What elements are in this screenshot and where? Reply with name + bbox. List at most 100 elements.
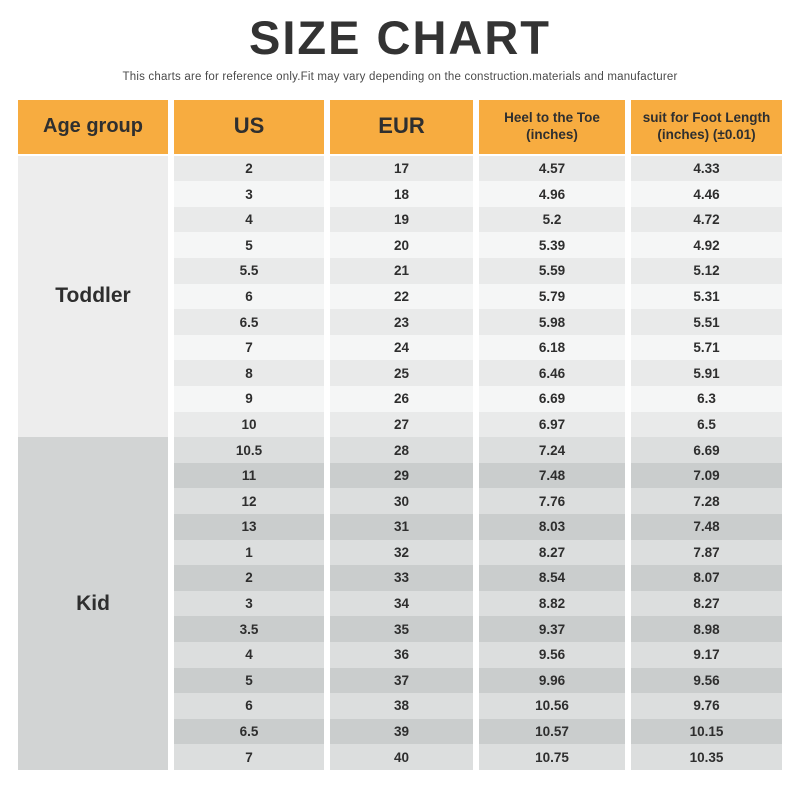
table-cell: 9.76 (693, 698, 720, 714)
table-cell: 8.82 (538, 596, 566, 612)
table-cell: 8.27 (538, 544, 566, 560)
table-cell: 5.59 (538, 263, 566, 279)
age-group-cell-kid: Kid (18, 437, 168, 770)
table-cell: 12 (241, 493, 257, 509)
table-cell: 36 (393, 647, 410, 663)
table-cell: 33 (393, 570, 410, 586)
table-cell: 8.98 (693, 621, 720, 637)
table-cell: 6.69 (693, 442, 720, 458)
table-cell: 7.09 (693, 468, 720, 484)
age-group-cell-toddler: Toddler (18, 155, 168, 438)
table-cell: 2 (245, 570, 253, 586)
table-cell: 9 (245, 391, 253, 407)
column-header-foot-length: suit for Foot Length (inches) (±0.01) (631, 99, 782, 156)
size-table-body: Toddler 2 17 4.57 4.33 3 18 4.96 4.46 4 19 5.2 4.72 5… (18, 155, 782, 770)
table-cell: 35 (393, 621, 410, 637)
table-cell: 6.5 (239, 724, 259, 740)
table-cell: 9.56 (538, 647, 566, 663)
table-cell: 4.72 (693, 212, 720, 228)
table-cell: 29 (393, 468, 410, 484)
table-cell: 6 (245, 698, 253, 714)
table-cell: 10.56 (535, 698, 569, 714)
column-header-age-group: Age group (18, 99, 168, 156)
table-cell: 3 (245, 596, 253, 612)
table-cell: 6.69 (538, 391, 566, 407)
table-cell: 8 (245, 365, 253, 381)
table-cell: 37 (393, 672, 410, 688)
table-cell: 8.27 (693, 596, 720, 612)
table-cell: 6.97 (538, 416, 566, 432)
table-cell: 3.5 (239, 621, 259, 637)
table-cell: 10.57 (535, 724, 569, 740)
table-cell: 5.5 (239, 263, 259, 279)
table-cell: 10.5 (235, 442, 263, 458)
table-cell: 9.37 (538, 621, 566, 637)
table-cell: 4.57 (538, 160, 566, 176)
table-cell: 25 (393, 365, 410, 381)
column-header-us: US (174, 99, 324, 156)
table-cell: 11 (241, 468, 257, 484)
table-cell: 6.5 (697, 416, 716, 432)
header-label: Age group (43, 115, 143, 138)
table-cell: 1 (245, 544, 253, 560)
table-cell: 7.28 (693, 493, 720, 509)
table-cell: 5.98 (538, 314, 566, 330)
table-cell: 23 (393, 314, 410, 330)
table-cell: 5.2 (542, 212, 562, 228)
page-title: SIZE CHART (249, 11, 551, 64)
table-cell: 5 (245, 237, 253, 253)
table-cell: 38 (393, 698, 410, 714)
table-cell: 5.12 (693, 263, 720, 279)
table-cell: 31 (393, 519, 410, 535)
table-cell: 7.48 (693, 519, 720, 535)
table-cell: 22 (393, 288, 410, 304)
table-cell: 17 (393, 160, 410, 176)
table-cell: 2 (245, 160, 253, 176)
table-cell: 3 (245, 186, 253, 202)
table-cell: 4.92 (693, 237, 720, 253)
table-cell: 28 (393, 442, 410, 458)
table-cell: 13 (241, 519, 257, 535)
header-label: US (233, 113, 265, 139)
table-cell: 8.54 (538, 570, 566, 586)
table-cell: 8.07 (693, 570, 720, 586)
table-cell: 40 (393, 749, 410, 765)
table-cell: 5.31 (693, 288, 720, 304)
table-cell: 4.46 (693, 186, 720, 202)
table-cell: 7 (245, 749, 253, 765)
size-table: Age group US EUR Heel to the Toe (inches… (12, 99, 788, 770)
table-cell: 5.79 (538, 288, 566, 304)
table-row: Toddler 2 17 4.57 4.33 (18, 155, 782, 438)
table-cell: 5.71 (693, 340, 720, 356)
table-cell: 26 (393, 391, 410, 407)
table-cell: 5.91 (693, 365, 720, 381)
table-cell: 7.48 (538, 468, 566, 484)
page-subtitle: This charts are for reference only.Fit m… (122, 70, 678, 83)
table-cell: 9.56 (693, 672, 720, 688)
header-label: suit for Foot Length (642, 110, 771, 126)
table-cell: 30 (393, 493, 410, 509)
table-cell: 10.35 (689, 749, 724, 765)
table-cell: 4 (245, 212, 253, 228)
table-cell: 18 (393, 186, 410, 202)
table-cell: 6.3 (697, 391, 716, 407)
table-cell: 9.17 (693, 647, 720, 663)
table-cell: 6.18 (538, 340, 566, 356)
table-cell: 7.87 (693, 544, 720, 560)
table-cell: 7.24 (538, 442, 566, 458)
size-chart: Age group US EUR Heel to the Toe (inches… (12, 99, 788, 770)
column-header-eur: EUR (330, 99, 473, 156)
table-cell: 27 (393, 416, 410, 432)
table-cell: 5 (245, 672, 253, 688)
size-table-head: Age group US EUR Heel to the Toe (inches… (18, 99, 782, 156)
table-cell: 5.39 (538, 237, 566, 253)
header-label: Heel to the Toe (504, 110, 600, 126)
table-cell: 10.15 (689, 724, 724, 740)
table-cell: 4 (245, 647, 253, 663)
column-header-heel-to-toe: Heel to the Toe (inches) (479, 99, 625, 156)
table-cell: 34 (393, 596, 410, 612)
table-cell: 9.96 (538, 672, 566, 688)
table-cell: 21 (393, 263, 410, 279)
header-sublabel: (inches) (526, 126, 578, 142)
